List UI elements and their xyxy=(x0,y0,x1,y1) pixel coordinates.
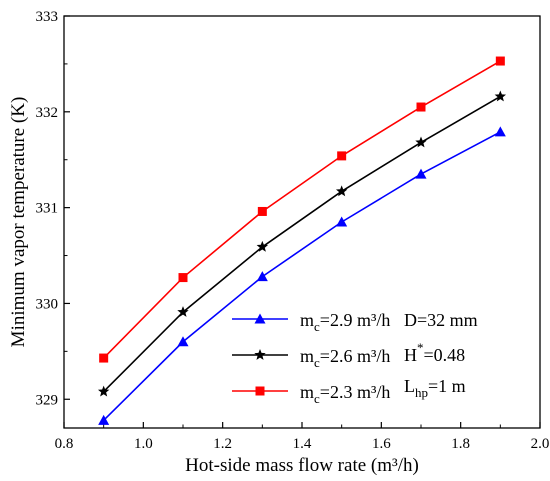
series-markers xyxy=(97,56,507,425)
legend: mc=2.9 m³/h mc=2.6 m³/h mc=2.3 m³/h xyxy=(232,310,390,406)
data-point xyxy=(494,126,506,137)
x-tick-label: 2.0 xyxy=(531,436,550,452)
data-point xyxy=(99,353,109,363)
data-point xyxy=(177,306,189,317)
data-point xyxy=(98,414,110,425)
series-line xyxy=(103,95,501,393)
y-axis-title: Minimum vapor temperature (K) xyxy=(8,97,29,348)
data-point xyxy=(416,102,426,112)
data-point xyxy=(415,168,427,179)
data-point xyxy=(257,206,267,216)
data-point xyxy=(178,273,188,283)
annotation-height-ratio: H*=0.48 xyxy=(404,340,465,365)
data-point xyxy=(495,56,505,66)
legend-marker xyxy=(255,386,265,396)
data-point xyxy=(97,385,110,397)
x-tick-label: 1.2 xyxy=(213,436,232,452)
legend-marker xyxy=(254,313,266,324)
data-point xyxy=(337,151,347,161)
y-tick-label: 332 xyxy=(36,105,59,121)
y-tick-label: 331 xyxy=(36,201,59,217)
x-tick-label: 1.8 xyxy=(451,436,470,452)
legend-label: mc=2.9 m³/h xyxy=(300,310,390,334)
series-line xyxy=(103,131,501,421)
annotations: D=32 mm H*=0.48 Lhp=1 m xyxy=(404,310,478,400)
axis-ticks: 0.8 1.0 1.2 1.4 1.6 1.8 2.0 329 330 331 332 333 xyxy=(36,9,550,452)
x-axis-title: Hot-side mass flow rate (m³/h) xyxy=(185,455,419,476)
legend-marker xyxy=(254,349,266,360)
x-tick-label: 1.4 xyxy=(293,436,312,452)
annotation-length: Lhp=1 m xyxy=(404,376,466,400)
y-tick-label: 330 xyxy=(36,296,59,312)
x-tick-label: 0.8 xyxy=(55,436,74,452)
y-tick-label: 333 xyxy=(36,9,59,25)
data-point xyxy=(256,240,269,252)
data-point xyxy=(335,185,348,197)
data-point xyxy=(415,136,427,148)
legend-label: mc=2.3 m³/h xyxy=(300,382,390,406)
annotation-diameter: D=32 mm xyxy=(404,310,478,330)
plot-frame xyxy=(63,15,541,429)
legend-label: mc=2.6 m³/h xyxy=(300,346,390,370)
data-point xyxy=(177,336,189,347)
series-line xyxy=(103,60,501,359)
x-tick-label: 1.6 xyxy=(372,436,391,452)
data-point xyxy=(494,90,507,102)
x-tick-label: 1.0 xyxy=(134,436,153,452)
series-lines xyxy=(103,60,501,421)
y-tick-label: 329 xyxy=(36,392,59,408)
data-point xyxy=(336,216,348,227)
data-point xyxy=(256,271,268,282)
